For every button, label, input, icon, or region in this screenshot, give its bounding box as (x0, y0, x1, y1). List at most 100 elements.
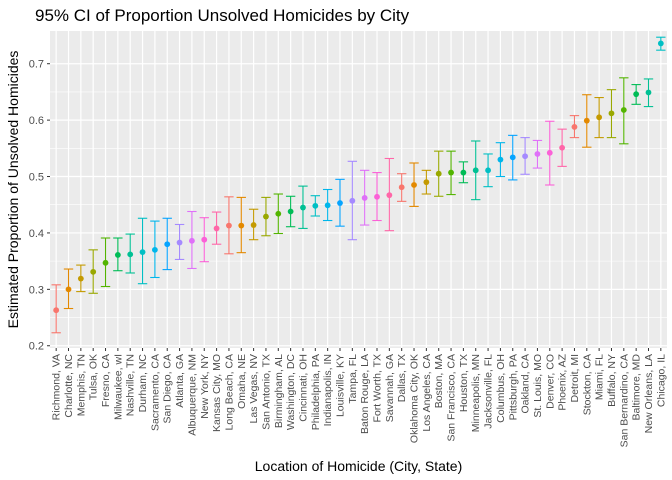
x-tick-label: Boston, MA (433, 354, 445, 408)
data-marks (51, 36, 666, 334)
x-tick-label: Richmond, VA (51, 354, 63, 420)
x-tick-label: San Antonio, TX (260, 354, 272, 430)
x-tick-label: Phoenix, AZ (557, 353, 569, 410)
x-tick-label: Philadelphia, PA (310, 354, 322, 430)
x-tick-label: St. Louis, MO (532, 354, 544, 418)
estimate-point (226, 222, 232, 229)
estimate-point (571, 123, 578, 130)
plot-panel (50, 31, 667, 348)
x-axis: Richmond, VA Charlotte, NC Memphis, TN Tuls… (51, 348, 667, 447)
y-axis: 0.2 0.3 0.4 0.5 0.6 0.7 (29, 59, 50, 353)
x-tick-label: Oakland, CA (520, 354, 532, 414)
estimate-point (337, 200, 343, 206)
x-tick-label: New Orleans, LA (643, 354, 655, 433)
x-tick-label: Baltimore, MD (631, 354, 643, 421)
estimate-point (189, 237, 195, 244)
y-tick-label: 0.7 (29, 59, 44, 71)
estimate-point (645, 89, 652, 96)
estimate-point (633, 91, 640, 98)
x-tick-label: Stockton, CA (581, 354, 593, 415)
estimate-point (164, 241, 171, 248)
estimate-point (151, 246, 158, 253)
x-tick-label: Louisville, KY (334, 354, 346, 417)
estimate-point (300, 204, 306, 211)
x-tick-label: Miami, FL (594, 354, 606, 400)
x-tick-label: Baton Rouge, LA (359, 354, 371, 434)
estimate-point (349, 197, 356, 204)
x-tick-label: Washington, DC (285, 354, 297, 430)
y-tick-label: 0.5 (29, 172, 44, 184)
x-tick-label: Columbus, OH (495, 354, 507, 423)
estimate-point (213, 225, 220, 232)
estimate-point (374, 193, 380, 200)
estimate-point (546, 149, 553, 156)
estimate-point (423, 179, 430, 186)
x-tick-label: Milwaukee, wI (112, 354, 124, 420)
x-tick-label: Chicago, IL (655, 354, 667, 407)
estimate-point (534, 151, 541, 157)
x-tick-label: Savannah, GA (384, 354, 396, 422)
chart-title: 95% CI of Proportion Unsolved Homicides … (35, 6, 410, 25)
estimate-point (386, 192, 393, 199)
y-axis-title: Estimated Proportion of Unsolved Homicid… (5, 51, 21, 329)
x-axis-title: Location of Homicide (City, State) (255, 458, 463, 474)
estimate-point (65, 286, 72, 293)
estimate-point (509, 154, 516, 161)
estimate-point (559, 144, 566, 151)
x-tick-label: Fresno, CA (100, 354, 112, 407)
estimate-point (287, 208, 294, 215)
estimate-point (250, 222, 257, 228)
x-tick-label: Buffalo, NY (606, 354, 618, 407)
x-tick-label: Fort Worth, TX (372, 354, 384, 422)
x-tick-label: Minneapolis, MN (470, 354, 482, 432)
estimate-point (485, 167, 491, 174)
estimate-point (657, 40, 664, 47)
estimate-point (361, 195, 368, 201)
estimate-point (263, 213, 269, 220)
x-tick-label: Durham, NC (137, 354, 149, 413)
x-tick-label: Dallas, TX (396, 354, 408, 402)
x-tick-label: Denver, CO (544, 354, 556, 409)
x-tick-label: Detroit, MI (569, 354, 581, 402)
x-tick-label: Charlotte, NC (63, 354, 75, 418)
y-tick-label: 0.4 (29, 228, 44, 240)
estimate-point (53, 307, 60, 314)
x-tick-label: Kansas City, MO (211, 354, 223, 432)
estimate-point (522, 153, 528, 160)
x-tick-label: Indianapolis, IN (322, 354, 334, 426)
x-tick-label: Atlanta, GA (174, 354, 186, 408)
x-tick-label: Long Beach, CA (223, 354, 235, 430)
x-tick-label: Albuquerque, NM (186, 354, 198, 436)
y-tick-label: 0.3 (29, 284, 44, 296)
x-tick-label: Nashville, TN (125, 354, 137, 416)
estimate-point (102, 259, 109, 266)
x-tick-label: Los Angeles, CA (421, 354, 433, 432)
estimate-point (238, 222, 245, 229)
x-tick-label: Birmingham, AL (273, 354, 285, 428)
estimate-point (201, 236, 208, 243)
x-tick-label: Pittsburgh, PA (507, 354, 519, 420)
estimate-point (497, 156, 504, 163)
x-tick-label: New York, NY (199, 354, 211, 419)
x-tick-label: San Bernardino, CA (618, 354, 630, 447)
y-tick-label: 0.2 (29, 341, 44, 353)
y-tick-label: 0.6 (29, 115, 44, 127)
estimate-point (411, 182, 417, 188)
x-tick-label: Houston, TX (458, 354, 470, 412)
estimate-point (583, 117, 590, 124)
x-tick-label: San Diego, CA (162, 354, 174, 423)
estimate-point (77, 275, 84, 282)
estimate-point (435, 170, 442, 177)
x-tick-label: San Francisco, CA (446, 354, 458, 442)
estimate-point (398, 184, 405, 191)
estimate-point (312, 202, 319, 209)
x-tick-label: Jacksonville, FL (483, 354, 495, 429)
estimate-point (620, 107, 627, 113)
estimate-point (448, 169, 454, 176)
x-tick-label: Memphis, TN (75, 354, 87, 416)
estimate-point (608, 110, 615, 117)
estimate-point (114, 252, 121, 258)
estimate-point (127, 251, 134, 258)
